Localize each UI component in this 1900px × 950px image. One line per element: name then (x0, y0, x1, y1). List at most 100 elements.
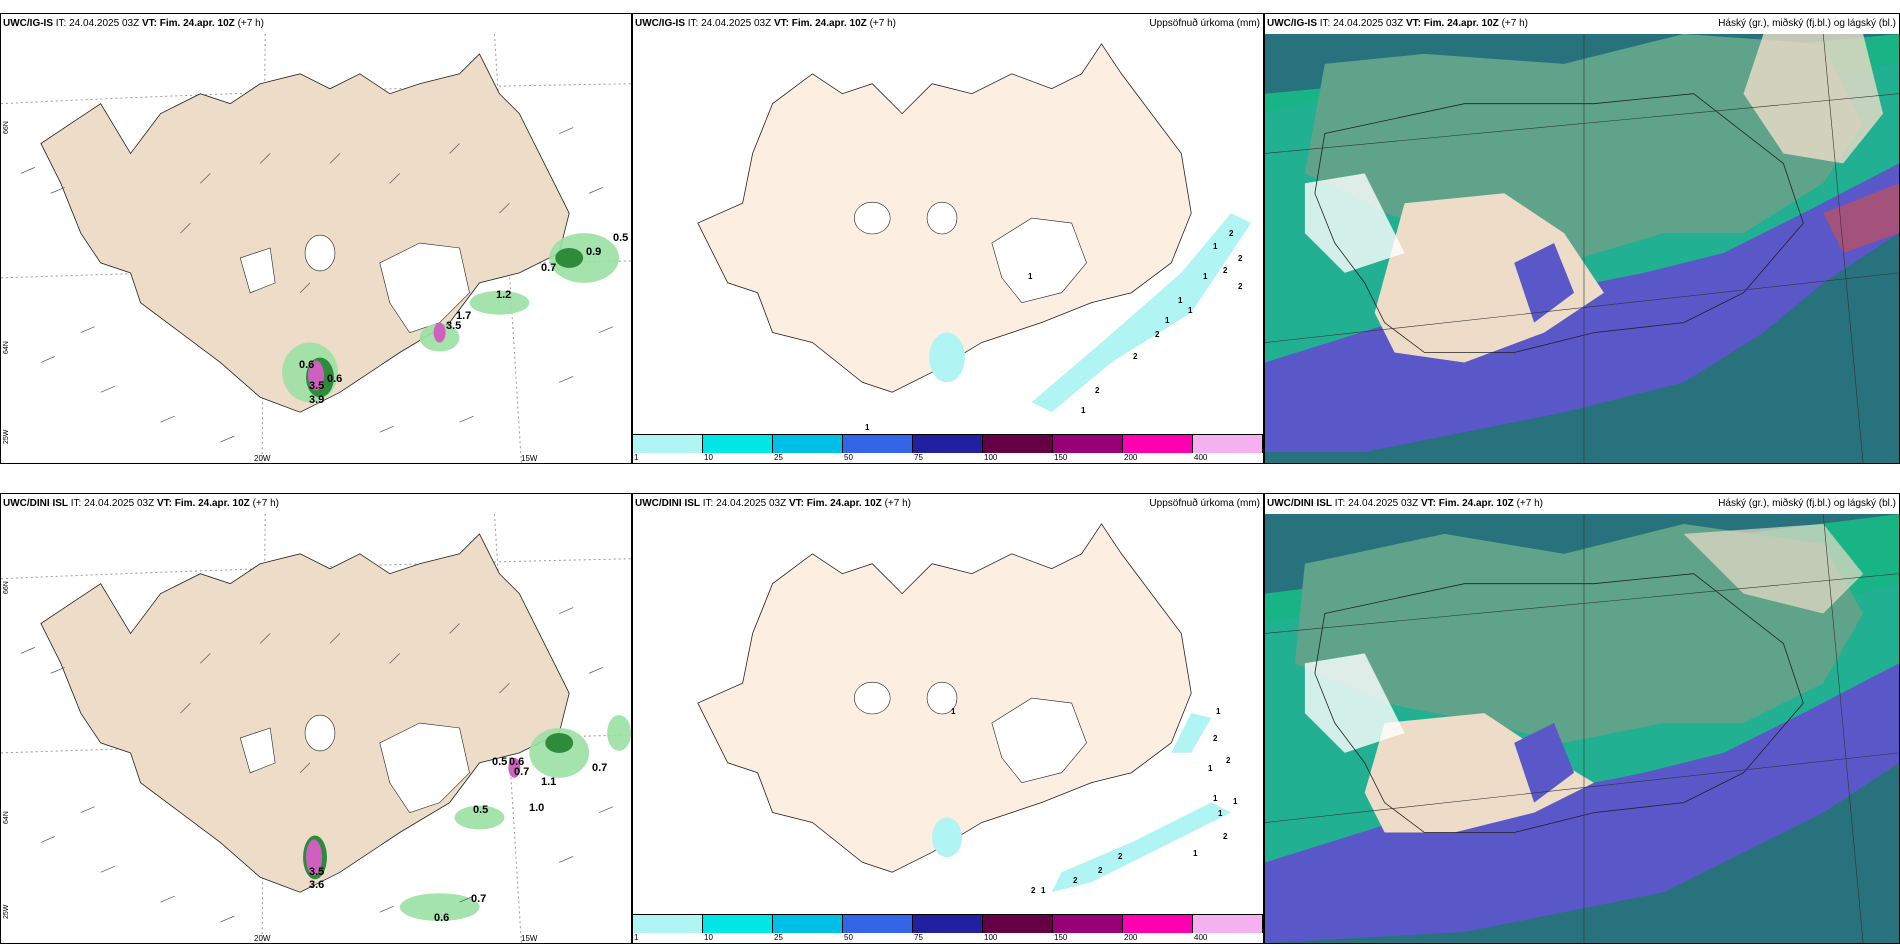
panel-title: UWC/DINI ISL IT: 24.04.2025 03Z VT: Fim.… (3, 498, 279, 509)
precip-value: 2 (1095, 386, 1100, 395)
lon-label-20w: 20W (254, 934, 271, 943)
cloud-panel-top: UWC/IG-IS IT: 24.04.2025 03Z VT: Fim. 24… (1264, 13, 1900, 464)
colorbar-cell (1193, 915, 1263, 933)
wind-value: 3.6 (309, 879, 325, 891)
colorbar-cell (773, 915, 843, 933)
colorbar-cell (633, 915, 703, 933)
wind-value: 0.7 (541, 262, 557, 274)
wind-value: 0.6 (434, 912, 450, 924)
lon-label-20w: 20W (254, 454, 271, 463)
colorbar-cell (773, 435, 843, 453)
colorbar-tick: 1 (634, 933, 639, 942)
wind-map (1, 34, 631, 463)
precip-value: 1 (951, 707, 956, 716)
precip-colorbar (633, 434, 1263, 453)
precip-panel-bottom: UWC/DINI ISL IT: 24.04.2025 03Z VT: Fim.… (632, 493, 1264, 944)
precip-value: 1 (1178, 296, 1183, 305)
colorbar-cell (913, 915, 983, 933)
colorbar-tick: 25 (774, 453, 783, 462)
wind-value: 3.5 (309, 866, 325, 878)
glacier (379, 242, 470, 333)
colorbar-tick: 10 (704, 933, 713, 942)
precip-value: 2 (1098, 866, 1103, 875)
wind-map (1, 514, 631, 943)
precip-value: 2 (1213, 734, 1218, 743)
precip-value: 2 (1223, 266, 1228, 275)
wind-value: 1.0 (529, 802, 545, 814)
colorbar-tick: 200 (1124, 933, 1138, 942)
precip-colorbar (633, 914, 1263, 933)
precip-value: 1 (1041, 886, 1046, 895)
colorbar-cell (703, 435, 773, 453)
wind-value: 0.7 (514, 766, 530, 778)
lat-label-66: 66N (3, 121, 10, 134)
colorbar-cell (983, 915, 1053, 933)
precip-value: 1 (1213, 242, 1218, 251)
wind-value: 1.1 (541, 776, 557, 788)
wind-value: 0.5 (492, 756, 508, 768)
colorbar-tick: 150 (1054, 453, 1068, 462)
precip-value: 2 (1238, 282, 1243, 291)
cloud-map (1265, 514, 1899, 943)
lat-label-25: 25W (3, 429, 10, 444)
colorbar-ticks: 1 10 25 50 75 100 150 200 400 (633, 453, 1263, 463)
panel-title: UWC/DINI ISL IT: 24.04.2025 03Z VT: Fim.… (635, 498, 911, 509)
lon-label-15w: 15W (521, 934, 538, 943)
precip-value: 2 (1031, 886, 1036, 895)
colorbar-tick: 50 (844, 453, 853, 462)
wind-panel-bottom: UWC/DINI ISL IT: 24.04.2025 03Z VT: Fim.… (0, 493, 632, 944)
precip-value: 2 (1155, 330, 1160, 339)
panel-title: UWC/IG-IS IT: 24.04.2025 03Z VT: Fim. 24… (1267, 18, 1528, 29)
precip-value: 2 (1073, 876, 1078, 885)
precip-value: 1 (1165, 316, 1170, 325)
precip-title: Uppsöfnuð úrkoma (mm) (1149, 18, 1260, 29)
iceland-land (40, 533, 570, 893)
wind-value: 0.7 (592, 762, 608, 774)
wind-value: 3.5 (446, 320, 462, 332)
precip-value: 1 (1218, 809, 1223, 818)
colorbar-cell (1123, 915, 1193, 933)
colorbar-tick: 75 (914, 933, 923, 942)
colorbar-cell (1193, 435, 1263, 453)
colorbar-tick: 100 (984, 933, 998, 942)
lat-label-64: 64N (3, 341, 10, 354)
precip-value: 1 (1193, 849, 1198, 858)
precip-value: 2 (1229, 229, 1234, 238)
colorbar-tick: 10 (704, 453, 713, 462)
colorbar-ticks: 1 10 25 50 75 100 150 200 400 (633, 933, 1263, 943)
precip-value: 1 (1028, 272, 1033, 281)
colorbar-cell (843, 915, 913, 933)
colorbar-cell (843, 435, 913, 453)
colorbar-tick: 25 (774, 933, 783, 942)
precip-value: 1 (1081, 406, 1086, 415)
colorbar-cell (633, 435, 703, 453)
panel-title: UWC/IG-IS IT: 24.04.2025 03Z VT: Fim. 24… (3, 18, 264, 29)
colorbar-cell (1053, 435, 1123, 453)
colorbar-tick: 75 (914, 453, 923, 462)
glacier (991, 697, 1087, 783)
wind-panel-top: UWC/IG-IS IT: 24.04.2025 03Z VT: Fim. 24… (0, 13, 632, 464)
wind-value: 1.7 (456, 310, 472, 322)
colorbar-tick: 200 (1124, 453, 1138, 462)
colorbar-tick: 50 (844, 933, 853, 942)
colorbar-cell (913, 435, 983, 453)
cloud-map (1265, 34, 1899, 463)
wind-value: 0.6 (327, 373, 343, 385)
wind-value: 0.5 (473, 804, 489, 816)
precip-value: 2 (1118, 852, 1123, 861)
colorbar-cell (983, 435, 1053, 453)
precip-title: Uppsöfnuð úrkoma (mm) (1149, 498, 1260, 509)
colorbar-cell (1053, 915, 1123, 933)
cloud-title: Háský (gr.), miðský (fj.bl.) og lágský (… (1718, 18, 1896, 29)
glacier (991, 217, 1087, 303)
wind-value: 0.7 (471, 893, 487, 905)
colorbar-tick: 400 (1194, 453, 1208, 462)
wind-value: 1.2 (496, 289, 512, 301)
cloud-panel-bottom: UWC/DINI ISL IT: 24.04.2025 03Z VT: Fim.… (1264, 493, 1900, 944)
panel-title: UWC/IG-IS IT: 24.04.2025 03Z VT: Fim. 24… (635, 18, 896, 29)
wind-value: 0.5 (613, 232, 629, 244)
wind-value: 0.6 (299, 359, 315, 371)
lat-label-66: 66N (3, 581, 10, 594)
colorbar-cell (1123, 435, 1193, 453)
wind-value: 3.9 (309, 394, 325, 406)
